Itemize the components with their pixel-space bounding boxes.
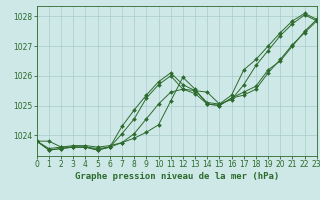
X-axis label: Graphe pression niveau de la mer (hPa): Graphe pression niveau de la mer (hPa) (75, 172, 279, 181)
